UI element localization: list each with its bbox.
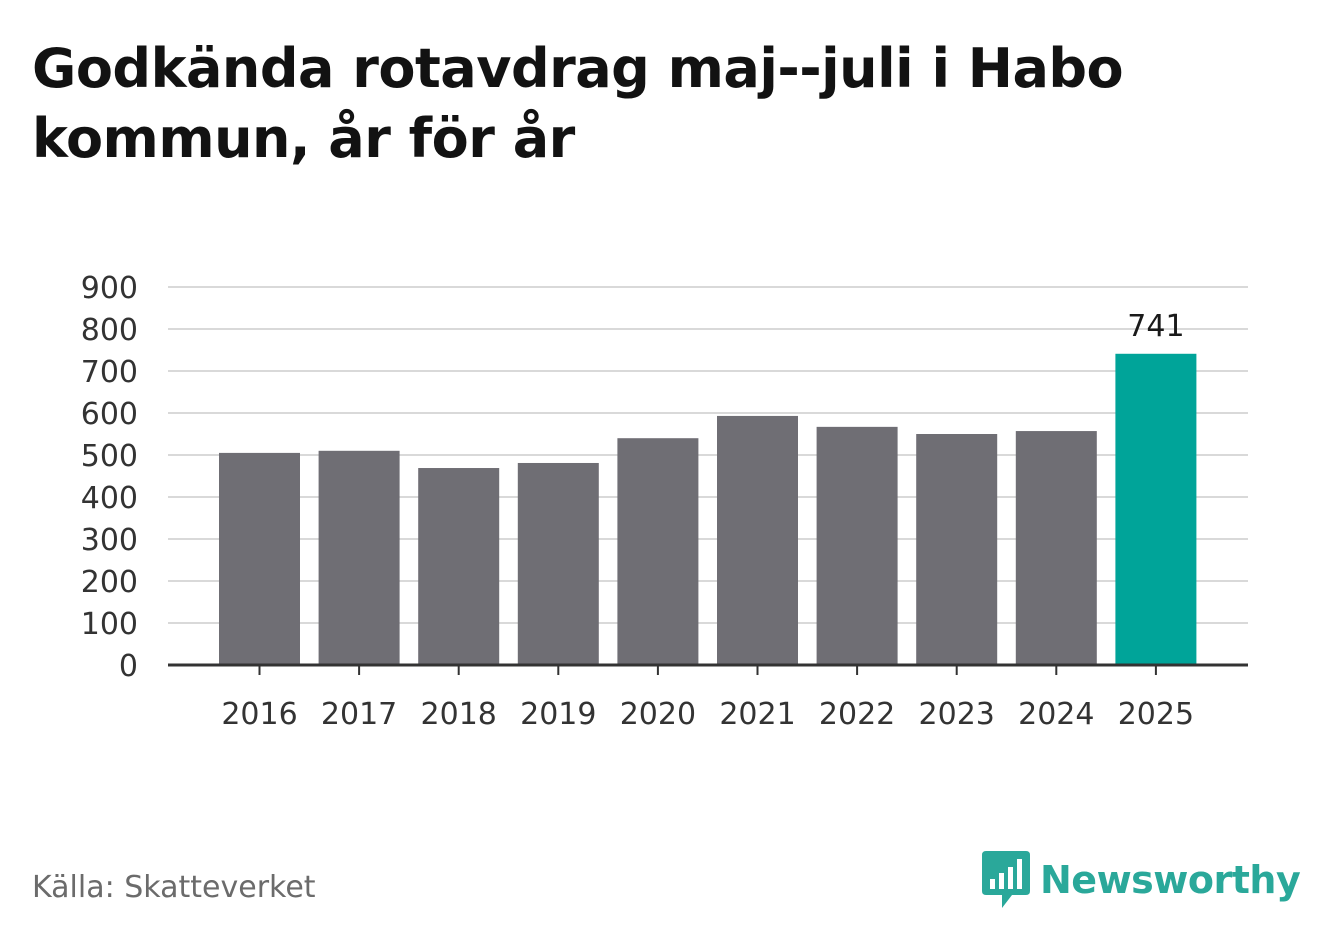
y-tick-label: 400 (81, 481, 138, 516)
x-tick-label: 2020 (620, 697, 696, 732)
bar-2023 (916, 434, 998, 665)
y-tick-label: 800 (81, 313, 138, 348)
y-tick-label: 600 (81, 397, 138, 432)
x-tick-label: 2025 (1118, 697, 1194, 732)
bar-2025 (1115, 353, 1197, 665)
y-tick-label: 200 (81, 565, 138, 600)
bar-2019 (517, 462, 599, 665)
y-tick-label: 500 (81, 439, 138, 474)
x-tick-label: 2016 (221, 697, 297, 732)
x-axis-ticks: 2016 2017 2018 2019 2020 2021 2022 2023 2024 2025 (221, 665, 1194, 732)
bar-2022 (816, 426, 898, 665)
x-tick-label: 2017 (321, 697, 397, 732)
chart-title: Godkända rotavdrag maj--juli i Habo komm… (32, 37, 1124, 170)
bar-2018 (418, 468, 500, 665)
x-tick-label: 2019 (520, 697, 596, 732)
y-tick-label: 0 (119, 649, 138, 684)
x-tick-label: 2021 (719, 697, 795, 732)
y-tick-label: 300 (81, 523, 138, 558)
x-tick-label: 2023 (919, 697, 995, 732)
newsworthy-logo-icon (982, 851, 1030, 908)
y-axis-tick-labels: 0 100 200 300 400 500 600 700 800 900 (81, 271, 138, 684)
y-tick-label: 100 (81, 607, 138, 642)
x-tick-label: 2018 (421, 697, 497, 732)
bar-2020 (617, 438, 699, 665)
brand-name: Newsworthy (1040, 858, 1301, 902)
brand-logo: Newsworthy (982, 850, 1301, 910)
data-label-2025: 741 (1127, 309, 1184, 344)
data-labels: 741 (1127, 309, 1184, 344)
y-tick-label: 700 (81, 355, 138, 390)
bar-2021 (717, 415, 798, 665)
bar-2024 (1015, 431, 1097, 665)
x-tick-label: 2024 (1018, 697, 1094, 732)
bar-2016 (219, 452, 300, 665)
bar-2017 (318, 450, 400, 665)
source-note: Källa: Skatteverket (32, 870, 316, 905)
bars (219, 353, 1197, 665)
y-tick-label: 900 (81, 271, 138, 306)
x-tick-label: 2022 (819, 697, 895, 732)
